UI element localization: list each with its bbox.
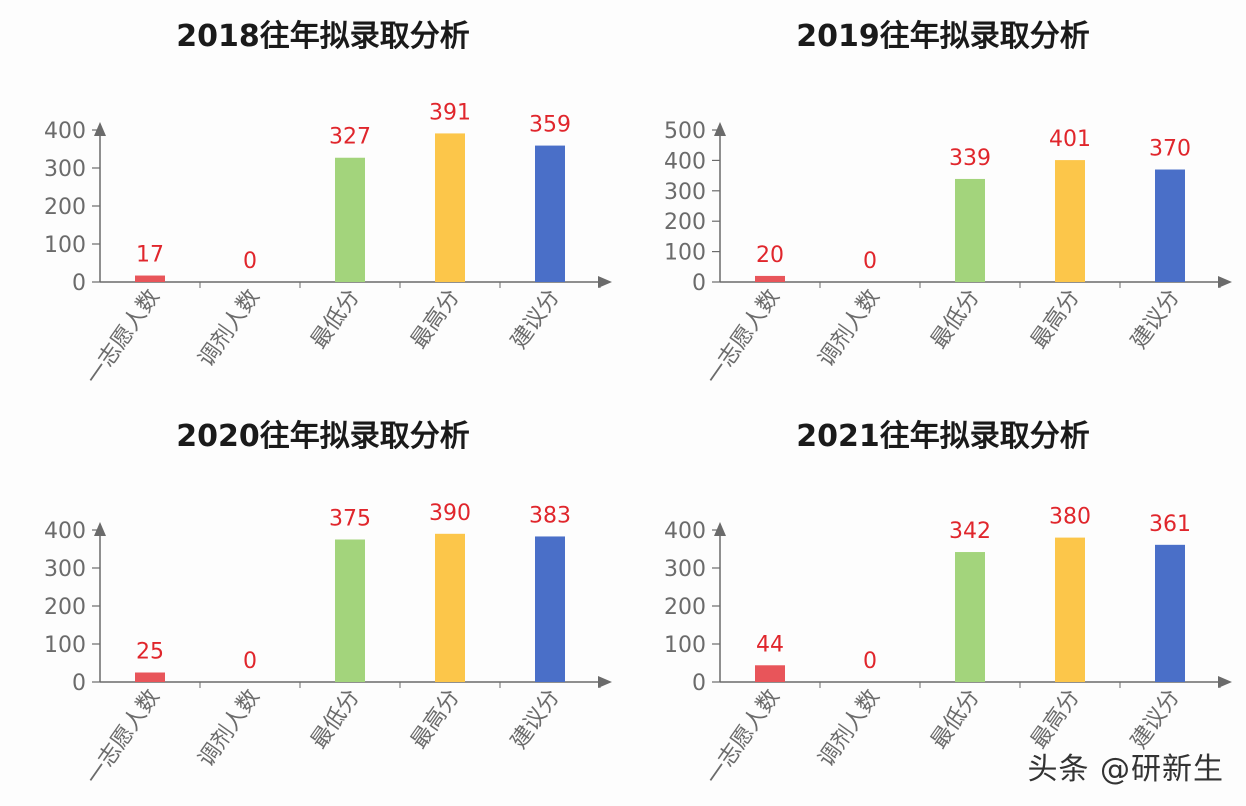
data-label: 375: [329, 507, 371, 532]
y-axis-arrow: [94, 522, 106, 536]
chart-panel-2018: 2018往年拟录取分析 0 100 200 300 400 17 一志愿人数 0 调剂人数 327 最…: [0, 0, 620, 400]
y-tick-label: 0: [692, 271, 706, 296]
data-label: 390: [429, 501, 471, 526]
y-tick-label: 100: [44, 233, 86, 258]
bar: [335, 157, 365, 282]
y-tick-label: 300: [664, 180, 706, 205]
data-label: 380: [1049, 505, 1091, 530]
y-axis-arrow: [714, 122, 726, 136]
data-label: 44: [756, 632, 784, 657]
y-tick-label: 500: [664, 119, 706, 144]
x-category-label: 一志愿人数: [81, 285, 165, 389]
data-label: 401: [1049, 127, 1091, 152]
chart-svg: 2019往年拟录取分析010020030040050020一志愿人数0调剂人数3…: [664, 19, 1232, 390]
bar: [335, 539, 365, 682]
y-tick-label: 200: [664, 210, 706, 235]
x-category-label: 一志愿人数: [81, 685, 165, 789]
bar: [1155, 544, 1185, 682]
x-category-label: 一志愿人数: [701, 285, 785, 389]
y-axis-arrow: [714, 522, 726, 536]
x-category-label: 建议分: [507, 685, 565, 753]
y-tick-label: 400: [44, 119, 86, 144]
bar: [435, 133, 465, 282]
data-label: 0: [863, 249, 877, 274]
y-tick-label: 400: [44, 519, 86, 544]
chart-svg: 2018往年拟录取分析010020030040017一志愿人数0调剂人数327最…: [44, 19, 612, 390]
chart-svg: 2021往年拟录取分析010020030040044一志愿人数0调剂人数342最…: [664, 419, 1232, 790]
chart-title: 2018往年拟录取分析: [176, 19, 470, 54]
y-tick-label: 0: [72, 671, 86, 696]
bar: [755, 665, 785, 682]
data-label: 20: [756, 243, 784, 268]
data-label: 370: [1149, 137, 1191, 162]
x-category-label: 最高分: [407, 685, 465, 753]
data-label: 339: [949, 146, 991, 171]
bar: [135, 672, 165, 682]
y-tick-label: 300: [44, 557, 86, 582]
y-tick-label: 100: [664, 241, 706, 266]
data-label: 359: [529, 113, 571, 138]
chart-title: 2021往年拟录取分析: [796, 419, 1090, 454]
x-category-label: 建议分: [1127, 285, 1185, 353]
y-tick-label: 100: [664, 633, 706, 658]
x-category-label: 最高分: [1027, 285, 1085, 353]
y-tick-label: 400: [664, 519, 706, 544]
chart-svg: 2020往年拟录取分析010020030040025一志愿人数0调剂人数375最…: [44, 419, 612, 790]
chart-panel-2019: 2019往年拟录取分析 0 100 200 300 400 500 20 一志愿人数 0 调剂人数 3…: [620, 0, 1240, 400]
bar: [535, 536, 565, 682]
chart-title: 2020往年拟录取分析: [176, 419, 470, 454]
data-label: 17: [136, 243, 164, 268]
bar: [955, 178, 985, 282]
x-category-label: 最低分: [927, 685, 985, 753]
y-tick-label: 200: [44, 195, 86, 220]
y-axis-arrow: [94, 122, 106, 136]
data-label: 391: [429, 100, 471, 125]
x-category-label: 调剂人数: [814, 685, 885, 771]
chart-title: 2019往年拟录取分析: [796, 19, 1090, 54]
y-tick-label: 100: [44, 633, 86, 658]
x-axis-arrow: [598, 276, 612, 288]
x-category-label: 调剂人数: [194, 285, 265, 371]
bar: [955, 552, 985, 682]
x-category-label: 最低分: [927, 285, 985, 353]
x-category-label: 最低分: [307, 285, 365, 353]
y-tick-label: 0: [692, 671, 706, 696]
data-label: 342: [949, 519, 991, 544]
bar: [1055, 160, 1085, 282]
x-axis-arrow: [1218, 676, 1232, 688]
y-tick-label: 200: [664, 595, 706, 620]
y-tick-label: 400: [664, 149, 706, 174]
x-category-label: 一志愿人数: [701, 685, 785, 789]
x-category-label: 建议分: [507, 285, 565, 353]
x-category-label: 最高分: [407, 285, 465, 353]
x-category-label: 调剂人数: [814, 285, 885, 371]
bar: [535, 145, 565, 282]
data-label: 327: [329, 125, 371, 150]
data-label: 361: [1149, 512, 1191, 537]
chart-panel-2021: 2021往年拟录取分析 0 100 200 300 400 44 一志愿人数 0 调剂人数 342 最…: [620, 400, 1240, 800]
bar: [755, 275, 785, 282]
y-tick-label: 0: [72, 271, 86, 296]
bar: [135, 275, 165, 282]
y-tick-label: 300: [664, 557, 706, 582]
data-label: 383: [529, 503, 571, 528]
x-category-label: 最低分: [307, 685, 365, 753]
bar: [1155, 169, 1185, 282]
data-label: 25: [136, 640, 164, 665]
x-axis-arrow: [1218, 276, 1232, 288]
bar: [1055, 537, 1085, 682]
chart-panel-2020: 2020往年拟录取分析 0 100 200 300 400 25 一志愿人数 0 调剂人数 375 最…: [0, 400, 620, 800]
x-category-label: 调剂人数: [194, 685, 265, 771]
y-tick-label: 300: [44, 157, 86, 182]
data-label: 0: [863, 649, 877, 674]
data-label: 0: [243, 649, 257, 674]
watermark: 头条 @研新生: [1027, 752, 1224, 787]
data-label: 0: [243, 249, 257, 274]
x-axis-arrow: [598, 676, 612, 688]
y-tick-label: 200: [44, 595, 86, 620]
bar: [435, 533, 465, 682]
